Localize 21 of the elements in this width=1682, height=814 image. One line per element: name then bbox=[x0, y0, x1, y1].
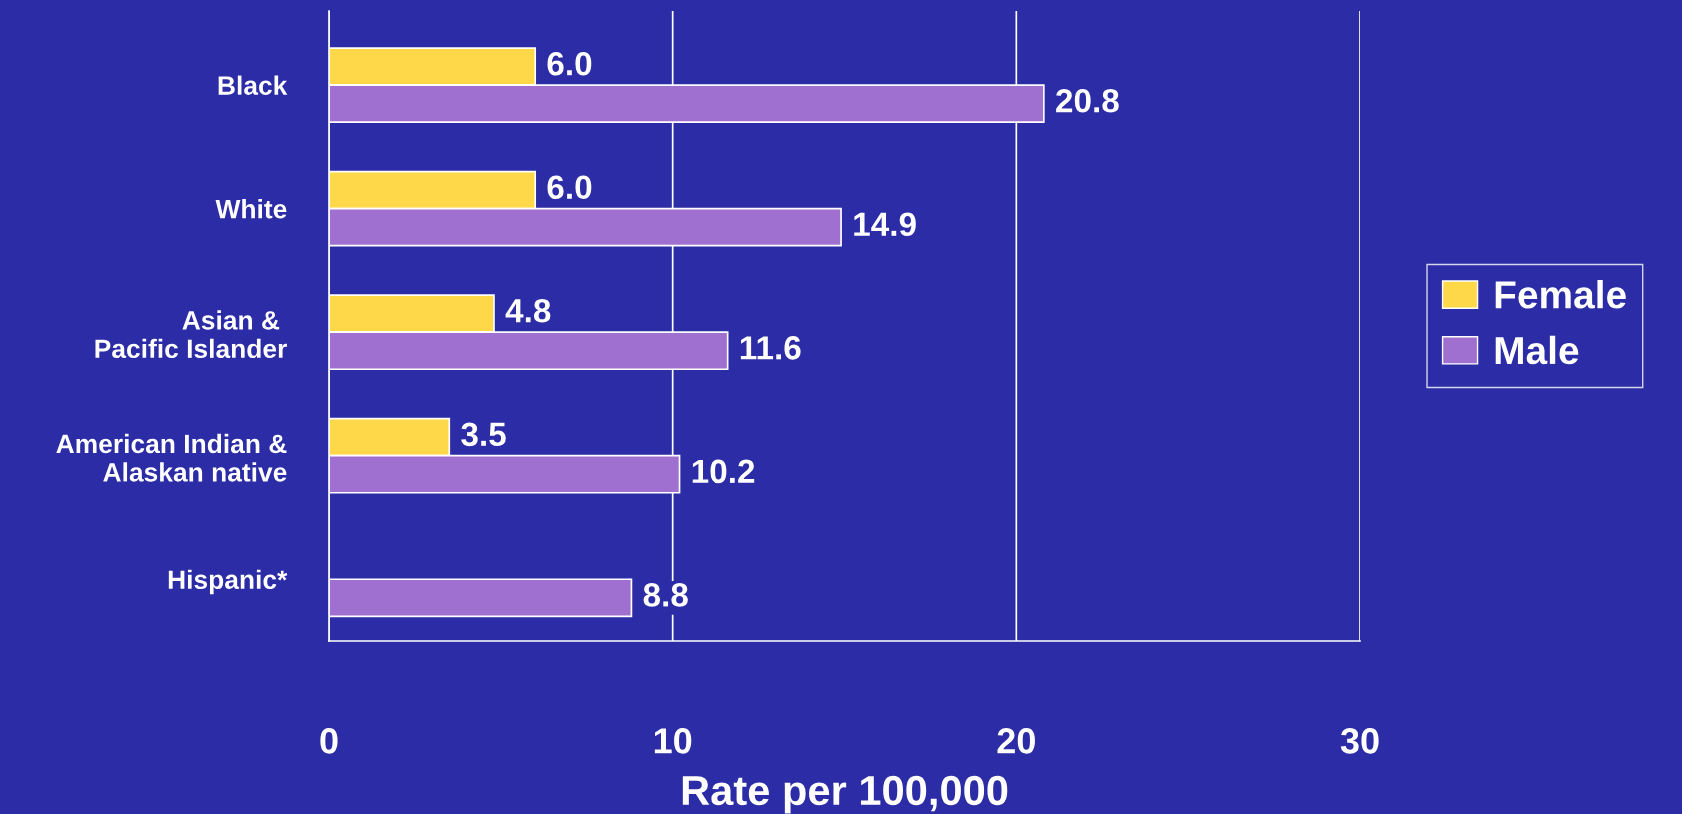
y-tick-label: Black bbox=[218, 75, 288, 95]
legend-label: Female bbox=[1495, 280, 1626, 309]
data-label: 6.0 bbox=[547, 175, 592, 200]
data-label: 8.8 bbox=[643, 583, 688, 607]
data-label: 10.2 bbox=[692, 459, 755, 484]
x-tick-label: 30 bbox=[1340, 728, 1379, 754]
x-tick-label: 0 bbox=[320, 728, 338, 754]
data-label: 3.5 bbox=[461, 422, 506, 447]
y-tick-label: American Indian & Alaskan native bbox=[56, 433, 287, 482]
y-tick-label: White bbox=[215, 199, 287, 219]
data-label: 11.6 bbox=[740, 336, 801, 360]
data-label: 4.8 bbox=[505, 298, 551, 323]
data-label: 14.9 bbox=[854, 212, 916, 237]
data-label: 20.8 bbox=[1056, 88, 1119, 113]
data-label: 6.0 bbox=[547, 51, 592, 76]
y-tick-label: Hispanic* bbox=[168, 569, 288, 595]
x-tick-label: 20 bbox=[997, 728, 1035, 754]
x-axis-title: Rate per 100,000 bbox=[682, 775, 1008, 814]
y-tick-label: Asian & Pacific Islander bbox=[95, 310, 287, 359]
legend-label: Male bbox=[1495, 335, 1579, 365]
x-tick-label: 10 bbox=[654, 728, 692, 754]
